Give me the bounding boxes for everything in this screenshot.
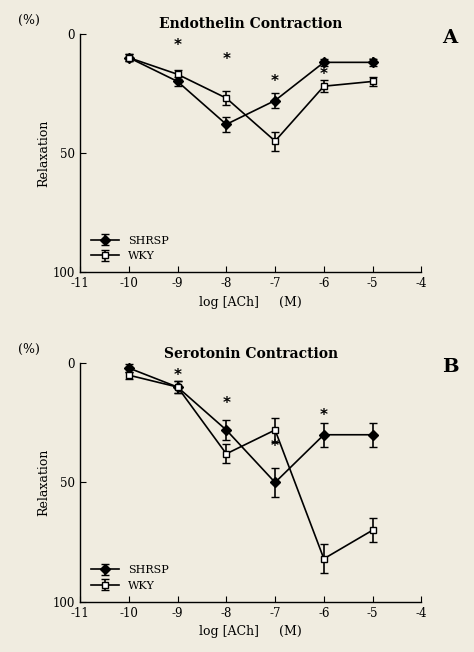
Legend: SHRSP, WKY: SHRSP, WKY: [85, 230, 174, 267]
Text: *: *: [320, 408, 328, 423]
X-axis label: log [ACh]     (M): log [ACh] (M): [199, 295, 302, 308]
X-axis label: log [ACh]     (M): log [ACh] (M): [199, 625, 302, 638]
Y-axis label: Relaxation: Relaxation: [37, 119, 50, 186]
Y-axis label: Relaxation: Relaxation: [37, 449, 50, 516]
Text: *: *: [369, 57, 377, 72]
Text: (%): (%): [18, 14, 40, 27]
Title: Endothelin Contraction: Endothelin Contraction: [159, 17, 342, 31]
Text: *: *: [271, 439, 279, 454]
Text: *: *: [271, 74, 279, 89]
Text: (%): (%): [18, 343, 40, 356]
Text: *: *: [320, 67, 328, 82]
Text: *: *: [173, 38, 182, 53]
Text: B: B: [442, 359, 458, 376]
Text: *: *: [222, 52, 230, 67]
Text: A: A: [442, 29, 457, 47]
Legend: SHRSP, WKY: SHRSP, WKY: [85, 559, 174, 596]
Text: *: *: [173, 368, 182, 383]
Title: Serotonin Contraction: Serotonin Contraction: [164, 347, 338, 361]
Text: *: *: [222, 396, 230, 411]
